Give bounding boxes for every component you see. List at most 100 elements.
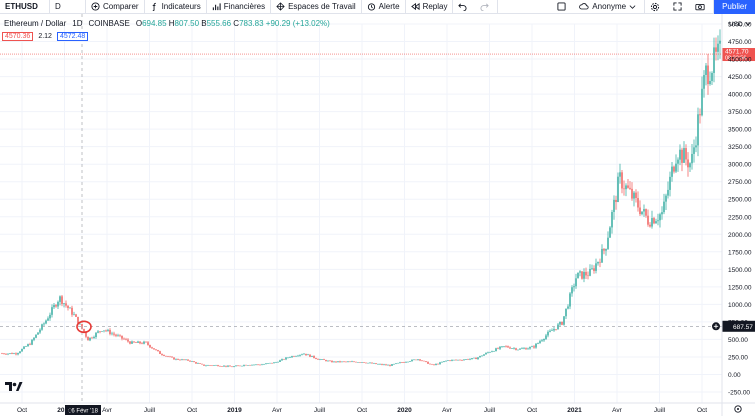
redo-button[interactable] (475, 0, 499, 14)
replay-button[interactable]: Replay (406, 0, 454, 14)
candle-body (201, 363, 203, 365)
undo-button[interactable] (453, 0, 475, 14)
candle-body (149, 344, 151, 348)
candle-body (321, 359, 323, 360)
legend-close-label: C (233, 19, 240, 28)
candle-body (427, 361, 429, 364)
candle-body (303, 353, 305, 355)
candle-body (227, 365, 229, 367)
alert-button[interactable]: Alerte (362, 0, 406, 14)
time-tick-label: 2021 (567, 407, 582, 414)
candle-body (3, 353, 5, 355)
candle-body (403, 362, 405, 364)
candle-body (633, 192, 635, 199)
fullscreen-button[interactable] (668, 0, 690, 14)
candle-body (699, 114, 701, 116)
candle-body (345, 361, 347, 363)
indicators-button[interactable]: Indicateurs (145, 0, 207, 14)
compare-button[interactable]: Comparer (86, 0, 145, 14)
publish-button[interactable]: Publier (714, 0, 755, 14)
alert-label: Alerte (378, 2, 400, 11)
time-tick-label: Oct (527, 407, 537, 414)
snapshot-button[interactable] (690, 0, 715, 14)
ask-button[interactable]: 4572.48 (56, 32, 89, 41)
candle-body (27, 344, 29, 347)
candle-body (247, 365, 249, 366)
candle-body (675, 163, 677, 172)
candle-body (203, 364, 205, 366)
candle-body (483, 354, 485, 356)
candle-body (423, 360, 425, 362)
candle-body (285, 357, 287, 360)
candle-body (111, 333, 113, 335)
candle-body (139, 341, 141, 344)
candle-body (433, 364, 435, 366)
expand-icon (673, 2, 682, 11)
time-tick-label: Oct (187, 407, 197, 414)
candle-body (595, 263, 597, 271)
candle-body (539, 341, 541, 343)
candle-body (613, 199, 615, 212)
candle-body (181, 359, 183, 361)
function-icon (152, 2, 156, 11)
candle-body (41, 324, 43, 330)
candle-body (57, 301, 59, 307)
candle-body (421, 360, 423, 362)
candle-body (333, 361, 335, 363)
workspaces-button[interactable]: Espaces de Travail (271, 0, 362, 14)
candle-body (447, 360, 449, 361)
candle-body (183, 359, 185, 360)
candle-body (481, 355, 483, 357)
candle-body (615, 199, 617, 202)
candle-body (377, 364, 379, 365)
candle-body (573, 286, 575, 288)
layout-button[interactable] (552, 0, 574, 14)
ellipse-annotation[interactable] (76, 320, 92, 334)
candle-body (683, 148, 685, 163)
currency-label[interactable]: USD (729, 21, 743, 28)
candle-body (335, 361, 337, 363)
account-button[interactable]: Anonyme (574, 0, 646, 14)
candle-body (73, 314, 75, 315)
time-tick-label: 2019 (227, 407, 242, 414)
candle-body (165, 355, 167, 357)
bid-button[interactable]: 4570.36 (2, 32, 34, 41)
candle-body (715, 47, 717, 52)
candle-body (625, 185, 627, 190)
candle-body (663, 201, 665, 213)
candle-body (197, 363, 199, 364)
candle-body (391, 364, 393, 366)
candle-body (413, 359, 415, 361)
candle-body (407, 361, 409, 363)
symbol-search-button[interactable]: ETHUSD (0, 0, 50, 14)
candle-body (199, 363, 201, 364)
time-tick-label: Oct (357, 407, 367, 414)
candle-body (507, 346, 509, 348)
settings-button[interactable] (645, 0, 668, 14)
candle-body (405, 361, 407, 363)
candle-body (631, 188, 633, 199)
plus-icon (713, 324, 719, 329)
candle-body (577, 272, 579, 279)
alarm-clock-icon (367, 3, 375, 11)
axis-settings-gear-icon[interactable] (734, 405, 742, 413)
candle-body (649, 224, 651, 227)
candle-body (549, 330, 551, 332)
candle-body (681, 149, 683, 163)
candle-body (155, 349, 157, 351)
candle-body (301, 354, 303, 355)
candle-body (523, 348, 525, 349)
candle-body (241, 365, 243, 367)
candle-body (87, 336, 89, 341)
candle-body (459, 359, 461, 361)
price-tick-label: 3000.00 (728, 162, 752, 169)
candle-body (601, 248, 603, 263)
candle-body (131, 341, 133, 344)
candle-body (21, 348, 23, 352)
candle-body (243, 364, 245, 366)
interval-button[interactable]: D (50, 0, 86, 14)
financials-button[interactable]: Financières (207, 0, 272, 14)
candle-body (143, 341, 145, 344)
candle-body (609, 227, 611, 238)
